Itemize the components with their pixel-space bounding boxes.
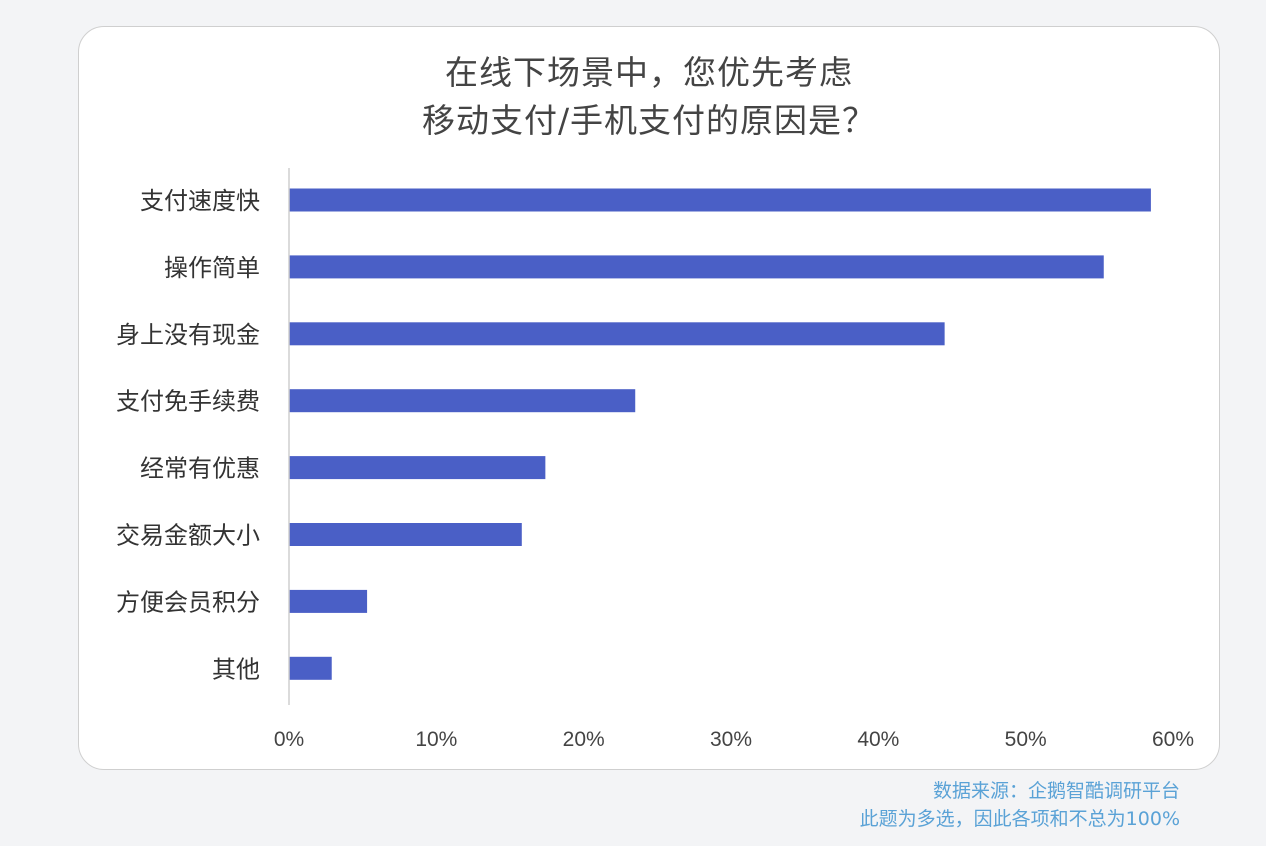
bar-2 bbox=[289, 322, 945, 346]
x-tick-label-4: 40% bbox=[857, 728, 899, 751]
bar-0 bbox=[289, 188, 1151, 212]
x-tick-label-2: 20% bbox=[563, 728, 605, 751]
category-label-7: 其他 bbox=[212, 655, 260, 683]
category-label-5: 交易金额大小 bbox=[116, 522, 260, 550]
category-label-4: 经常有优惠 bbox=[140, 455, 260, 483]
chart-title-line-1: 在线下场景中，您优先考虑 bbox=[445, 53, 853, 92]
bar-5 bbox=[289, 523, 522, 546]
category-label-2: 身上没有现金 bbox=[116, 321, 260, 349]
bar-1 bbox=[289, 255, 1104, 279]
category-label-0: 支付速度快 bbox=[140, 187, 260, 215]
category-label-1: 操作简单 bbox=[164, 254, 260, 282]
x-axis-ticks: 0% 10% 20% 30% 40% 50% 60% bbox=[274, 728, 1194, 751]
bar-4 bbox=[289, 456, 546, 480]
data-source-note: 数据来源：企鹅智酷调研平台 bbox=[932, 780, 1180, 802]
category-label-6: 方便会员积分 bbox=[116, 588, 260, 616]
bars-group bbox=[289, 188, 1151, 680]
x-tick-label-0: 0% bbox=[274, 728, 304, 751]
chart-title-line-2: 移动支付/手机支付的原因是？ bbox=[421, 101, 877, 140]
bar-3 bbox=[289, 389, 636, 413]
chart-card bbox=[78, 26, 1220, 770]
x-tick-label-5: 50% bbox=[1005, 728, 1047, 751]
category-label-3: 支付免手续费 bbox=[116, 388, 260, 416]
x-tick-label-6: 60% bbox=[1152, 728, 1194, 751]
multi-select-note: 此题为多选，因此各项和不总为100% bbox=[859, 808, 1180, 830]
x-tick-label-3: 30% bbox=[710, 728, 752, 751]
bar-6 bbox=[289, 589, 368, 613]
x-tick-label-1: 10% bbox=[415, 728, 457, 751]
bar-7 bbox=[289, 656, 332, 680]
